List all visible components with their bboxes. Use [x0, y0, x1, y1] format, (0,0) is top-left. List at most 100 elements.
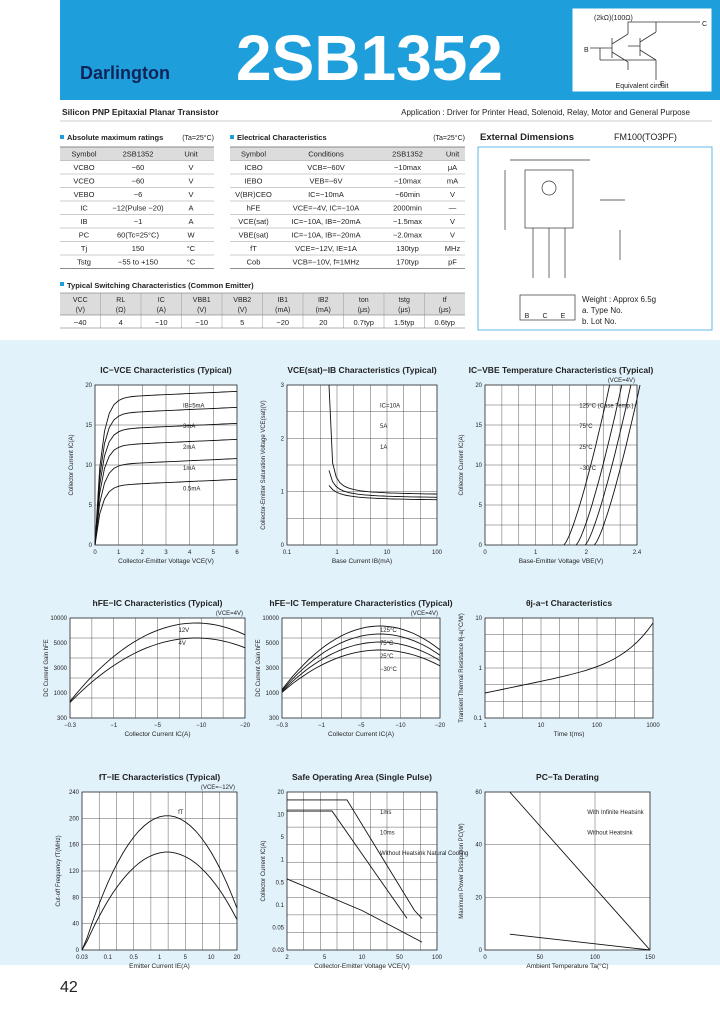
curve [328, 485, 437, 501]
table-cell: VCE(sat) [238, 217, 269, 226]
y-tick-label: 120 [69, 869, 80, 875]
table-cell: −60min [395, 190, 420, 199]
y-tick-label: 5 [281, 835, 285, 841]
curve [69, 622, 246, 702]
x-tick-label: −20 [240, 723, 251, 729]
x-tick-label: 1 [534, 550, 538, 556]
y-tick-label: 20 [475, 895, 482, 901]
graph-title: PC−Ta Derating [536, 772, 599, 782]
curve-label: 1A [380, 445, 387, 451]
table-header: Conditions [308, 150, 344, 159]
table-header: tstg [399, 297, 410, 304]
curve-label: 5A [380, 424, 387, 430]
table-header-unit: (V) [197, 307, 206, 314]
table-cell: −10max [394, 177, 421, 186]
table-condition: (Ta=25°C) [182, 134, 214, 142]
table-header-unit: (μs) [358, 307, 370, 314]
y-axis-label: Collector Current IC(A) [459, 434, 465, 495]
table-title: Typical Switching Characteristics (Commo… [67, 281, 254, 290]
curve [281, 625, 441, 690]
y-tick-label: 1 [281, 858, 285, 864]
dimension-drawing [477, 146, 713, 331]
y-tick-label: 60 [475, 790, 482, 796]
table-cell: V [450, 190, 455, 199]
table-cell: °C [187, 258, 196, 267]
x-tick-label: 0.5 [129, 955, 138, 961]
x-axis-label: Collector Current IC(A) [124, 731, 190, 738]
y-tick-label: 0.1 [276, 903, 285, 909]
table-cell: A [188, 217, 193, 226]
table-header: VBB2 [233, 297, 251, 304]
circuit-pin: C [702, 21, 707, 28]
y-tick-label: 200 [69, 816, 80, 822]
graph-condition: (VCE=4V) [411, 611, 438, 617]
table-cell: 20 [319, 318, 327, 327]
x-tick-label: 100 [432, 955, 443, 961]
curve-label: −30°C [380, 667, 398, 673]
x-tick-label: 1000 [646, 723, 660, 729]
y-tick-label: 0 [479, 948, 483, 954]
table-cell: A [188, 204, 193, 213]
table-cell: 1.5typ [394, 318, 414, 327]
dimension-note: Weight : Approx 6.5g [582, 295, 656, 304]
y-tick-label: 15 [475, 423, 482, 429]
curve-label: 12V [179, 628, 190, 634]
y-tick-label: 2 [281, 436, 285, 442]
curve-label: 25°C [579, 445, 593, 451]
y-tick-label: 5000 [266, 641, 280, 647]
curve [287, 810, 408, 919]
y-tick-label: 3000 [54, 666, 68, 672]
table-header: Symbol [71, 150, 96, 159]
curve [509, 791, 651, 951]
curve [94, 478, 238, 546]
table-header-unit: (mA) [275, 307, 290, 314]
table-cell: −2.0max [393, 231, 422, 240]
curve-label: 3mA [183, 424, 195, 430]
x-tick-label: 2.4 [633, 550, 642, 556]
curve [69, 637, 246, 703]
table-cell: V [188, 177, 193, 186]
y-axis-label: Maximum Power Dissipation PC(W) [459, 823, 465, 918]
table-cell: 130typ [396, 244, 419, 253]
bullet [60, 135, 64, 139]
y-tick-label: 1 [479, 666, 483, 672]
graph-title: Safe Operating Area (Single Pulse) [292, 772, 432, 782]
y-tick-label: 40 [475, 843, 482, 849]
plot-area [484, 791, 651, 951]
x-tick-label: 3 [164, 550, 168, 556]
graph-title: IC−VCE Characteristics (Typical) [100, 365, 232, 375]
table-header: VCC [73, 297, 88, 304]
x-tick-label: −10 [196, 723, 207, 729]
bullet [60, 282, 64, 286]
y-tick-label: 1000 [54, 691, 68, 697]
table-cell: −12(Pulse −20) [112, 204, 164, 213]
y-tick-label: 0.03 [272, 948, 284, 954]
y-axis-label: Collector Current IC(A) [261, 840, 267, 901]
x-tick-label: 10 [384, 550, 391, 556]
y-tick-label: 15 [85, 423, 92, 429]
table-header-unit: (V) [76, 307, 85, 314]
y-tick-label: 3000 [266, 666, 280, 672]
y-tick-label: 1000 [266, 691, 280, 697]
x-tick-label: 0 [483, 955, 487, 961]
curve [286, 878, 423, 943]
table-cell: VCE=−12V, IE=1A [295, 244, 357, 253]
curve [94, 422, 238, 546]
x-tick-label: 2 [585, 550, 589, 556]
x-tick-label: 100 [590, 955, 601, 961]
table-cell: fT [250, 244, 257, 253]
circuit-box [571, 7, 713, 93]
x-tick-label: 2 [141, 550, 145, 556]
table-header: IB2 [318, 297, 329, 304]
curve-label: −30°C [579, 466, 597, 472]
table-cell: −1.5max [393, 217, 422, 226]
table-cell: VBE(sat) [238, 231, 269, 240]
y-tick-label: 10 [475, 616, 482, 622]
table-cell: V [450, 217, 455, 226]
table-cell: W [187, 231, 195, 240]
table-header-unit: (Ω) [116, 307, 126, 314]
x-tick-label: 10 [359, 955, 366, 961]
table-cell: −10 [195, 318, 208, 327]
x-tick-label: 5 [212, 550, 216, 556]
